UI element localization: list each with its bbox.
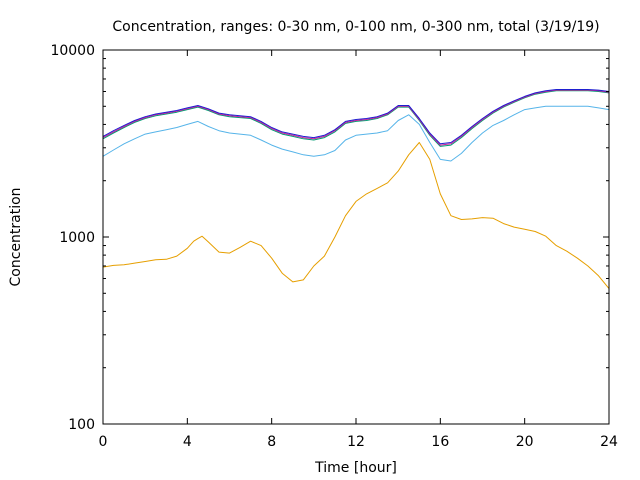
y-tick-label: 100	[68, 417, 95, 433]
y-axis: 100 1000 10000	[50, 43, 609, 433]
x-tick-label: 20	[516, 434, 534, 450]
plot-series	[102, 89, 610, 289]
x-axis-label: Time [hour]	[314, 460, 397, 476]
x-tick-label: 24	[600, 434, 618, 450]
x-tick-label: 0	[99, 434, 108, 450]
x-tick-label: 8	[267, 434, 276, 450]
plot-frame	[102, 49, 610, 425]
y-tick-label: 1000	[59, 230, 95, 246]
series-line-2	[102, 105, 610, 162]
series-line-3	[102, 90, 610, 147]
series-line-5	[102, 89, 610, 145]
series-line-1	[102, 142, 610, 289]
y-axis-label: Concentration	[8, 187, 24, 286]
x-axis: 0 4 8 12 16 20 24	[99, 50, 618, 450]
chart-title: Concentration, ranges: 0-30 nm, 0-100 nm…	[112, 19, 599, 35]
x-tick-label: 12	[347, 434, 365, 450]
series-line-4	[102, 89, 610, 146]
x-tick-label: 4	[183, 434, 192, 450]
x-tick-label: 16	[431, 434, 449, 450]
y-tick-label: 10000	[50, 43, 95, 59]
